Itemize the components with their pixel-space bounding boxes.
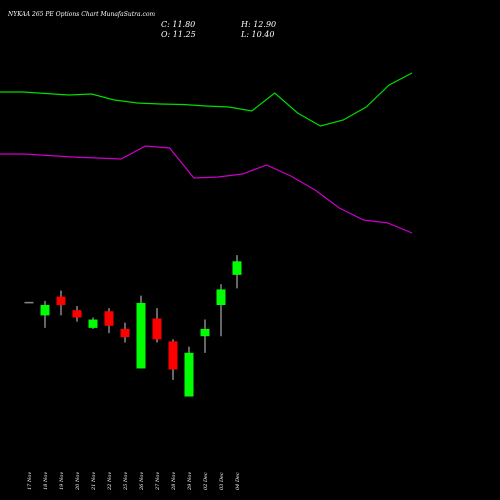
candle-body: [168, 341, 178, 370]
x-tick-label: 28 Nov: [171, 472, 177, 491]
candle-body: [72, 310, 82, 318]
indicator-line-1: [0, 72, 413, 127]
x-tick-label: 20 Nov: [75, 472, 81, 491]
x-tick-label: 26 Nov: [139, 472, 145, 491]
x-tick-label: 21 Nov: [91, 472, 97, 491]
x-tick-label: 22 Nov: [107, 472, 113, 491]
candlesticks: [24, 255, 242, 397]
x-tick-label: 04 Dec: [235, 472, 241, 490]
candle-body: [88, 319, 98, 328]
candle-body: [136, 302, 146, 369]
candle-body: [104, 311, 114, 326]
candle-body: [232, 261, 242, 275]
chart-title: NYKAA 265 PE Options Chart MunafaSutra.c…: [7, 11, 155, 18]
x-axis-labels: 17 Nov 18 Nov 19 Nov 20 Nov 21 Nov 22 Nov 25 N…: [27, 472, 241, 491]
x-tick-label: 03 Dec: [219, 472, 225, 490]
indicator-line-2: [0, 145, 413, 234]
open-value: O: 11.25: [161, 30, 196, 39]
candle-body: [200, 328, 210, 337]
candle-body: [184, 352, 194, 397]
x-tick-label: 25 Nov: [123, 472, 129, 491]
x-tick-label: 17 Nov: [27, 472, 33, 490]
candle-body: [24, 301, 34, 304]
candle-body: [152, 318, 162, 340]
candle-body: [120, 328, 130, 338]
candle-body: [216, 289, 226, 305]
x-tick-label: 18 Nov: [43, 472, 49, 490]
x-tick-label: 02 Dec: [203, 472, 209, 490]
close-value: C: 11.80: [161, 20, 195, 29]
x-tick-label: 19 Nov: [59, 472, 65, 490]
x-tick-label: 29 Nov: [187, 472, 193, 491]
candle-body: [40, 305, 50, 316]
x-tick-label: 27 Nov: [155, 472, 161, 491]
high-value: H: 12.90: [240, 20, 276, 29]
candle-body: [56, 296, 66, 305]
low-value: L: 10.40: [240, 30, 274, 39]
indicator-lines: [0, 72, 413, 234]
